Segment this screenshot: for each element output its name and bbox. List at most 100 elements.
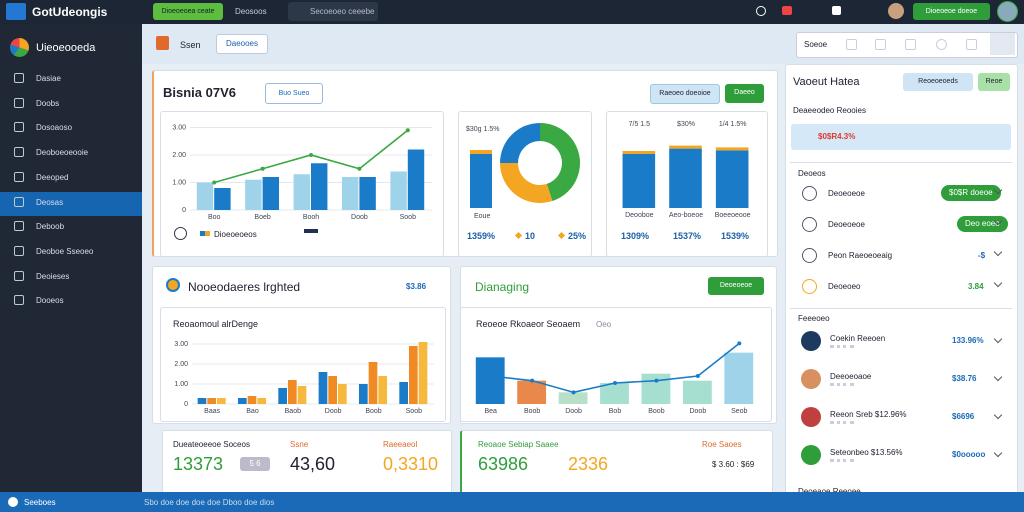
bar-header: $30% (677, 121, 695, 128)
search-box[interactable] (288, 2, 378, 21)
icon[interactable] (846, 39, 857, 50)
nav-item[interactable]: Deoboe Sseoeo (36, 246, 94, 256)
bar (311, 163, 328, 210)
line-point (260, 166, 265, 171)
create-button[interactable]: Dioeoeoea ceate (153, 3, 223, 20)
line-point (357, 166, 362, 171)
status-text: Sbo doe doe doe doe Dboo doe dios (144, 498, 275, 507)
line-point (488, 374, 493, 378)
right-button[interactable]: Reoe (978, 73, 1010, 91)
status-icon (8, 497, 18, 507)
bar (517, 380, 547, 404)
x-tick-label: Boob (365, 408, 381, 415)
nav-item[interactable]: Deosas (36, 197, 64, 207)
nav-item[interactable]: Deoieses (36, 271, 70, 281)
stat: 1309% (621, 231, 650, 241)
decoration (470, 154, 492, 208)
nav-item[interactable]: Deboob (36, 222, 65, 232)
bar (600, 383, 629, 404)
avatar (801, 407, 821, 427)
action-button[interactable]: Raeoeo doeoioe (650, 84, 720, 104)
item-value[interactable]: $0$R doeoe (941, 185, 1001, 201)
nav-icon (14, 122, 24, 133)
x-tick-label: Seob (731, 408, 747, 415)
icon[interactable] (756, 6, 766, 16)
stat-number: 2336 (568, 454, 609, 474)
nav-item[interactable]: Dosoaoso (36, 123, 73, 133)
icon[interactable] (936, 39, 947, 50)
avatar[interactable] (888, 3, 904, 19)
nav-item[interactable]: Dasiae (36, 74, 61, 83)
brand-logo (10, 38, 29, 57)
bar (196, 182, 214, 210)
nav-item[interactable]: Dooeos (36, 296, 64, 306)
stat-tag: Roe Saoes (702, 440, 742, 449)
bar (278, 388, 287, 404)
stat: 1537% (673, 231, 702, 241)
y-tick-label: 2.00 (174, 361, 188, 368)
avatar[interactable] (997, 1, 1018, 22)
icon[interactable] (966, 39, 977, 50)
sidebar (0, 24, 142, 492)
donut-slice (500, 163, 553, 203)
person-meta (830, 421, 854, 427)
line-point (654, 378, 659, 383)
avatar (801, 445, 821, 465)
icon[interactable] (905, 39, 916, 50)
list-header: Deoeos (798, 169, 826, 178)
item-value[interactable]: Deo eoeo (957, 216, 1008, 232)
bar (641, 373, 671, 404)
toolbar-tab[interactable]: Daeooes (216, 34, 268, 54)
item-label: Deoeoeoe (828, 189, 865, 198)
stat-number: 63986 (478, 454, 529, 474)
bar-chart: Bea Boob Doob Bob Boob Doob Seob (475, 341, 754, 415)
stat-number: 43,60 (290, 454, 336, 474)
icon[interactable] (990, 33, 1015, 55)
bar (724, 352, 754, 404)
item-icon (802, 217, 817, 232)
line-point (737, 341, 742, 346)
overview-button[interactable]: Buo Sueo (265, 83, 323, 104)
x-tick-label: Boeeoeooe (715, 212, 751, 219)
tab[interactable]: Deosoos (235, 7, 267, 16)
line-point (530, 378, 535, 383)
icon[interactable] (875, 39, 886, 50)
toolbar-icon (156, 36, 169, 50)
person-name: Seteonbeo $13.56% (830, 448, 903, 457)
person-name: Deeoeoaoe (830, 372, 872, 381)
sidebar-brand: Uieoeooeda (36, 42, 96, 54)
item-label: Peon Raeoeoeaig (828, 251, 893, 260)
nav-item[interactable]: Deeoped (36, 172, 69, 182)
nav-icon (14, 270, 24, 281)
panel-button[interactable]: Deoeoeoe (708, 277, 764, 295)
icon[interactable] (832, 6, 841, 15)
bar (558, 392, 588, 404)
person-value: 133.96% (952, 336, 984, 345)
bar (399, 382, 408, 404)
nav-item[interactable]: Deoboeoeooie (36, 148, 89, 158)
action-button[interactable]: Dioeoeoe doeoe (913, 3, 990, 20)
brand: GotUdeongis (32, 5, 108, 19)
menu-icon[interactable] (6, 3, 26, 20)
bar-chart: 0 1.00 2.00 3.00 Baas Bao Baob Doob Boob Soob (174, 341, 434, 415)
person-value: $6696 (952, 412, 975, 421)
panel-title: Nooeodaeres lrghted (188, 280, 301, 294)
bar (247, 396, 257, 404)
stat-title: Dueateoeeoe Soceos (173, 440, 250, 449)
action-button[interactable]: Daeeo (725, 84, 764, 103)
bar (257, 398, 267, 404)
right-button[interactable]: Reoeoeoeds (903, 73, 973, 91)
y-tick-label: 1.00 (172, 179, 186, 186)
stat-tag: Ssne (290, 440, 309, 449)
x-tick-label: Booh (303, 214, 319, 221)
line-point (212, 180, 217, 185)
nav-item[interactable]: Doobs (36, 98, 60, 108)
toolbar-title: Ssen (180, 40, 201, 50)
column-chart: Deooboe 7/5 1.5 Aeo-boeoe $30% Boeeoeooe 1/4 … (622, 121, 751, 219)
donut-chart: $30g 1.5% Eoue (466, 123, 580, 220)
stat-number: 13373 (173, 454, 224, 474)
nav-icon (14, 147, 24, 158)
icon[interactable] (782, 6, 792, 15)
stat: 25% (568, 231, 587, 241)
